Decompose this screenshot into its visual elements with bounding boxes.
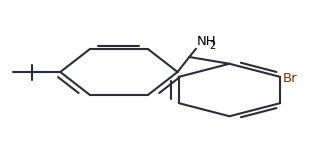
- Text: NH: NH: [197, 35, 216, 48]
- Text: 2: 2: [209, 40, 216, 51]
- Text: Br: Br: [282, 72, 297, 85]
